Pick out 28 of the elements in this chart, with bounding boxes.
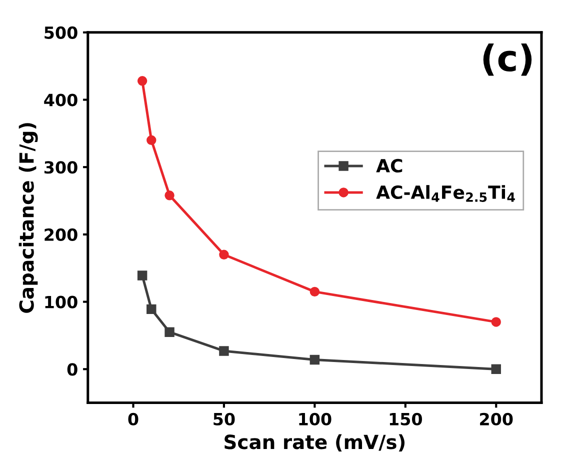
point: [137, 270, 148, 280]
point: [491, 317, 501, 327]
y-tick-label: 200: [44, 228, 78, 242]
y-tick-label: 500: [44, 26, 78, 39]
y-axis-title: Capacitance (F/g): [18, 123, 38, 313]
point: [164, 327, 174, 337]
x-axis-title: Scan rate (mV/s): [224, 434, 405, 452]
x-tick-label: 200: [480, 412, 513, 426]
point: [164, 190, 174, 200]
annotation: (c): [483, 44, 532, 76]
point: [310, 286, 320, 297]
point: [310, 354, 320, 365]
x-tick-label: 0: [128, 412, 138, 426]
x-tick-label: 150: [390, 412, 422, 426]
legend-label: AC: [376, 158, 402, 173]
point: [219, 250, 229, 260]
point: [137, 76, 148, 86]
point: [146, 304, 156, 314]
y-tick-label: 0: [67, 363, 78, 376]
y-tick-label: 300: [44, 161, 78, 174]
x-tick-label: 100: [299, 412, 332, 426]
point: [219, 346, 229, 356]
y-tick-label: 100: [45, 296, 78, 308]
point: [146, 135, 156, 146]
legend-label: AC-Al$_{4}$Fe$_{2.5}$Ti$_{4}$: [376, 185, 515, 202]
point: [491, 364, 501, 374]
x-tick-label: 50: [214, 412, 235, 426]
y-tick-label: 400: [44, 94, 78, 106]
